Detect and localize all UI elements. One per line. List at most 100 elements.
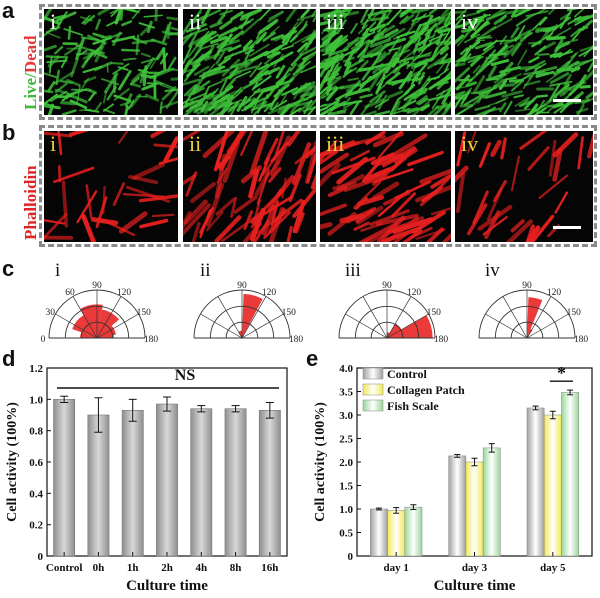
polar-wedge (97, 309, 120, 338)
panel-label-a: a (2, 0, 15, 23)
row-a-image-label-i: i (50, 9, 57, 34)
polar-tick: 150 (137, 308, 152, 318)
row-b-image-i: i (44, 131, 178, 242)
chart-d-xtick: 2h (161, 562, 173, 574)
chart-d-ytick: 0.2 (29, 520, 43, 532)
chart-e-bar (543, 414, 562, 557)
row-b-frame (39, 125, 597, 247)
chart-e-ytick: 3.0 (339, 410, 353, 422)
chart-e-bar (387, 510, 406, 557)
polar-wedge (72, 315, 97, 338)
chart-d-xtick: Control (46, 562, 82, 574)
chart-e-bar (482, 447, 501, 557)
chart-e-xtick: day 5 (540, 562, 566, 574)
polar-tick: 120 (262, 288, 277, 298)
phalloidin-label: Phalloidin (21, 165, 40, 240)
polar-plot-iv: 90 120 150 180 iv (478, 260, 589, 344)
chart-e-xtick: day 3 (462, 562, 488, 574)
chart-e-ylabel: Cell activity (100%) (313, 402, 328, 522)
chart-d-bar (224, 408, 247, 557)
polar-tick: 150 (282, 308, 297, 318)
chart-d-bar (87, 414, 110, 557)
polar-tick: 60 (65, 288, 75, 298)
chart-d-bar (156, 403, 178, 557)
chart-e-ytick: 1.0 (339, 504, 353, 516)
chart-d-xtick: 4h (195, 562, 207, 574)
polar-wedge (242, 293, 263, 338)
chart-d-xtick: 8h (230, 562, 242, 574)
live-dead-label: Live/Dead (21, 35, 41, 110)
chart-d-xtick: 16h (261, 562, 278, 574)
polar-plot-ii: 90 120 150 180 ii (193, 260, 304, 344)
chart-e-ytick: 3.5 (339, 387, 353, 399)
chart-e-annotation: * (557, 363, 566, 383)
row-a-image-label-iv: iv (461, 9, 479, 34)
polar-tick: 180 (289, 335, 304, 344)
panel-label-d: d (2, 346, 16, 371)
polar-tick: 180 (144, 335, 159, 344)
polar-tick: 90 (382, 281, 392, 291)
row-b-image-label-iv: iv (461, 131, 479, 156)
chart-e-bar (465, 461, 484, 557)
chart-d-ytick: 0 (38, 551, 44, 563)
polar-tick: 30 (45, 308, 55, 318)
polar-tick: 90 (237, 281, 247, 291)
chart-e-ytick: 0.5 (339, 528, 353, 540)
chart-d-xtick: 0h (93, 562, 105, 574)
chart-e-ytick: 1.5 (339, 481, 353, 493)
polar-tick: 120 (547, 288, 562, 298)
polar-wedge (387, 315, 433, 338)
chart-e-legend-swatch (362, 367, 384, 380)
chart-e-bar (448, 455, 467, 557)
polar-label: iii (345, 260, 361, 281)
row-b-image-ii: ii (183, 131, 316, 242)
chart-d-bar (190, 408, 213, 557)
chart-d-ytick: 1.2 (29, 363, 43, 375)
polar-plots: 0 30 60 90 120 150 180 i 90 120 150 180 ii 90 120 150 18… (41, 260, 589, 344)
row-a-image-i: i (44, 9, 178, 115)
chart-d-bar (121, 410, 144, 557)
chart-e-ytick: 2.5 (339, 434, 353, 446)
live-dead-separator: / (21, 73, 40, 78)
polar-tick: 0 (41, 335, 46, 344)
polar-tick: 150 (427, 308, 442, 318)
row-a-image-ii: ii (183, 9, 316, 115)
chart-e-legend-label: Collagen Patch (387, 383, 465, 397)
live-label: Live (21, 77, 40, 110)
row-a-image-label-ii: ii (189, 9, 202, 34)
chart-e-legend-swatch (362, 399, 384, 412)
polar-tick: 90 (522, 281, 532, 291)
chart-e-xtick: day 1 (383, 562, 408, 574)
polar-tick: 150 (567, 308, 582, 318)
polar-plot-i: 0 30 60 90 120 150 180 i (41, 260, 159, 344)
polar-label: iv (485, 260, 500, 281)
chart-d-xlabel: Culture time (126, 578, 208, 594)
panel-label-b: b (2, 120, 16, 145)
panel-label-c: c (2, 256, 15, 281)
polar-wedge (527, 297, 543, 338)
chart-d-annotation: NS (175, 367, 196, 384)
row-b-image-label-iii: iii (326, 131, 345, 156)
dead-label: Dead (21, 35, 40, 74)
row-a-image-iii: iii (320, 9, 451, 115)
chart-e-bar (370, 508, 388, 557)
chart-e-bar (561, 392, 579, 557)
chart-d-bar (258, 410, 281, 557)
chart-e-ytick: 4.0 (339, 363, 353, 375)
chart-e-ytick: 2.0 (339, 457, 353, 469)
chart-d-ytick: 0.4 (29, 488, 43, 500)
panel-label-e: e (306, 346, 319, 371)
polar-plot-iii: 90 120 150 180 iii (338, 260, 449, 344)
chart-d-bar (53, 399, 76, 557)
chart-e: 0 0.5 1.0 1.5 2.0 2.5 3.0 3.5 4.0 day 1 day 3 day 5… (313, 363, 593, 594)
chart-e-legend-label: Control (387, 367, 427, 381)
polar-tick: 180 (574, 335, 589, 344)
chart-d: 0 0.2 0.4 0.6 0.8 1.0 1.2 Control 0h 1h 2h 4h 8h 16h N… (5, 363, 288, 594)
chart-e-legend-label: Fish Scale (387, 399, 439, 413)
row-b-image-iii: iii (320, 131, 451, 242)
chart-e-legend-swatch (362, 383, 384, 396)
chart-e-xlabel: Culture time (434, 578, 516, 594)
row-b-image-iv: iv (455, 131, 593, 242)
polar-tick: 180 (434, 335, 449, 344)
chart-d-ytick: 0.6 (29, 457, 43, 469)
